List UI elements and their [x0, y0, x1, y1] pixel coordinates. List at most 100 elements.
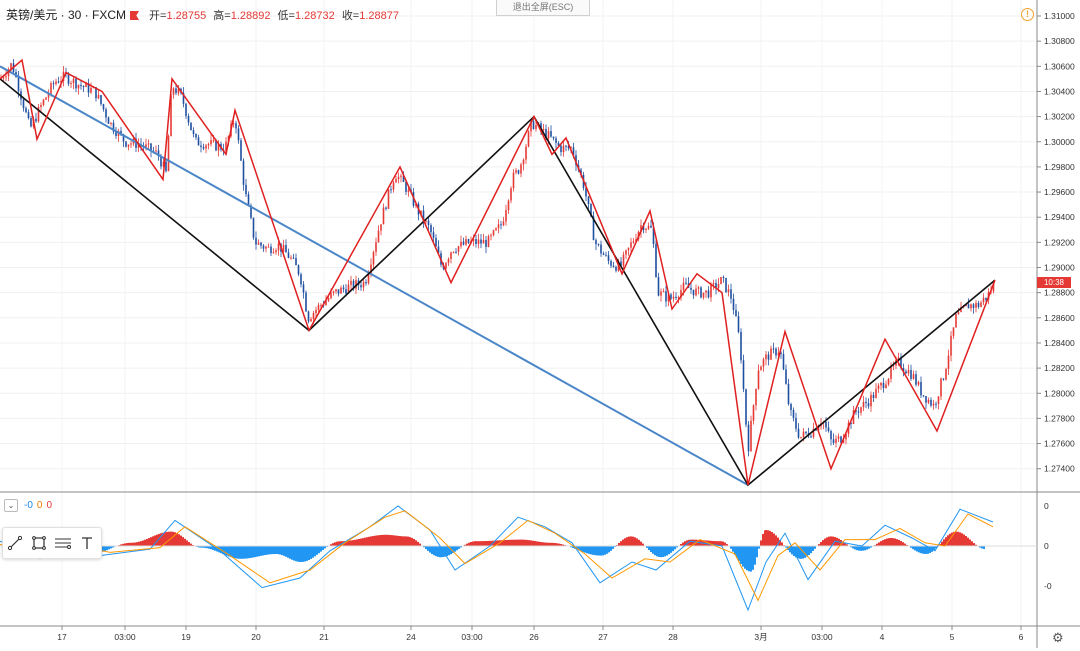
candle-body: [645, 228, 647, 231]
histogram-bar: [797, 546, 799, 559]
candle-body: [587, 196, 590, 205]
histogram-bar: [858, 546, 860, 551]
candle-body: [202, 146, 205, 149]
candle-body: [907, 369, 910, 374]
histogram-bar: [951, 532, 953, 546]
histogram-bar: [483, 541, 485, 546]
candle-body: [797, 428, 800, 438]
histogram-bar: [144, 539, 146, 546]
wave-line: [0, 58, 996, 486]
histogram-bar: [692, 539, 694, 546]
candle-body: [652, 227, 655, 245]
candle-body: [695, 288, 697, 296]
candle-body: [480, 239, 482, 244]
candle-body: [867, 403, 870, 407]
candle-body: [40, 104, 42, 108]
candle-body: [855, 410, 857, 412]
trend-line-tool-icon[interactable]: [3, 531, 27, 555]
histogram-bar: [507, 539, 509, 546]
histogram-bar: [614, 546, 616, 548]
histogram-bar: [588, 546, 590, 554]
candle-body: [352, 280, 355, 289]
candle-body: [595, 240, 597, 245]
y-tick-label: 1.28600: [1044, 313, 1075, 323]
candle-body: [977, 302, 980, 307]
rectangle-tool-icon[interactable]: [27, 531, 51, 555]
histogram-bar: [289, 546, 291, 559]
histogram-bar: [348, 540, 350, 546]
candle-body: [620, 261, 622, 266]
histogram-bar: [122, 543, 124, 546]
histogram-bar: [281, 546, 283, 556]
candle-body: [837, 436, 840, 439]
y-tick-label: 1.30200: [1044, 112, 1075, 122]
candle-body: [22, 99, 25, 109]
histogram-bar: [403, 536, 405, 546]
histogram-bar: [716, 541, 718, 546]
histogram-bar: [314, 546, 316, 557]
histogram-bar: [965, 536, 967, 546]
histogram-bar: [959, 532, 961, 546]
candle-body: [925, 396, 927, 403]
histogram-bar: [413, 538, 415, 546]
histogram-bar: [250, 546, 252, 558]
candle-body: [55, 81, 57, 85]
symbol-title[interactable]: 英镑/美元 · 30 · FXCM: [6, 8, 127, 22]
candle-body: [752, 405, 755, 421]
candle-body: [245, 184, 247, 195]
histogram-bar: [266, 546, 268, 555]
candle-body: [457, 246, 460, 252]
candle-body: [287, 252, 290, 259]
candle-body: [207, 144, 210, 146]
candle-body: [915, 374, 917, 385]
candle-body: [247, 194, 250, 206]
histogram-bar: [906, 544, 908, 546]
histogram-bar: [781, 542, 783, 546]
warning-icon[interactable]: !: [1021, 8, 1034, 21]
histogram-bar: [210, 546, 212, 550]
histogram-bar: [366, 537, 368, 546]
histogram-bar: [110, 546, 112, 549]
candle-body: [542, 128, 545, 130]
candle-body: [612, 265, 615, 267]
histogram-bar: [468, 542, 470, 546]
x-tick-label: 17: [57, 632, 67, 642]
histogram-bar: [676, 546, 678, 548]
histogram-bar: [378, 535, 380, 546]
candle-body: [130, 143, 132, 145]
fib-lines-tool-icon[interactable]: [51, 531, 75, 555]
histogram-bar: [736, 546, 738, 558]
close-value: 1.28877: [359, 10, 400, 22]
y-tick-label: 1.28000: [1044, 388, 1075, 398]
x-tick-label: 4: [880, 632, 885, 642]
text-tool-icon[interactable]: [75, 531, 99, 555]
candle-body: [390, 189, 392, 191]
candle-body: [317, 304, 320, 310]
settings-gear-icon[interactable]: ⚙: [1052, 630, 1064, 645]
histogram-bar: [748, 546, 750, 572]
low-value: 1.28732: [294, 10, 335, 22]
candle-body: [760, 366, 762, 371]
y-tick-label: 1.30400: [1044, 86, 1075, 96]
candle-body: [792, 410, 795, 418]
candle-body: [30, 118, 32, 127]
candle-body: [632, 241, 635, 243]
y-tick-label: 1.28800: [1044, 288, 1075, 298]
candle-body: [922, 395, 925, 397]
candle-body: [395, 179, 397, 183]
exit-fullscreen-button[interactable]: 退出全屏(ESC): [496, 0, 590, 16]
candle-body: [495, 228, 497, 231]
candle-body: [682, 282, 685, 290]
histogram-bar: [714, 541, 716, 546]
candle-body: [242, 160, 245, 185]
histogram-bar: [860, 546, 862, 551]
candle-body: [667, 294, 670, 302]
histogram-bar: [407, 536, 409, 546]
candle-body: [610, 260, 612, 266]
candle-body: [362, 281, 365, 288]
histogram-bar: [389, 534, 391, 546]
chevron-down-icon[interactable]: ⌄: [4, 499, 18, 512]
histogram-bar: [868, 546, 870, 549]
candle-body: [432, 232, 435, 238]
